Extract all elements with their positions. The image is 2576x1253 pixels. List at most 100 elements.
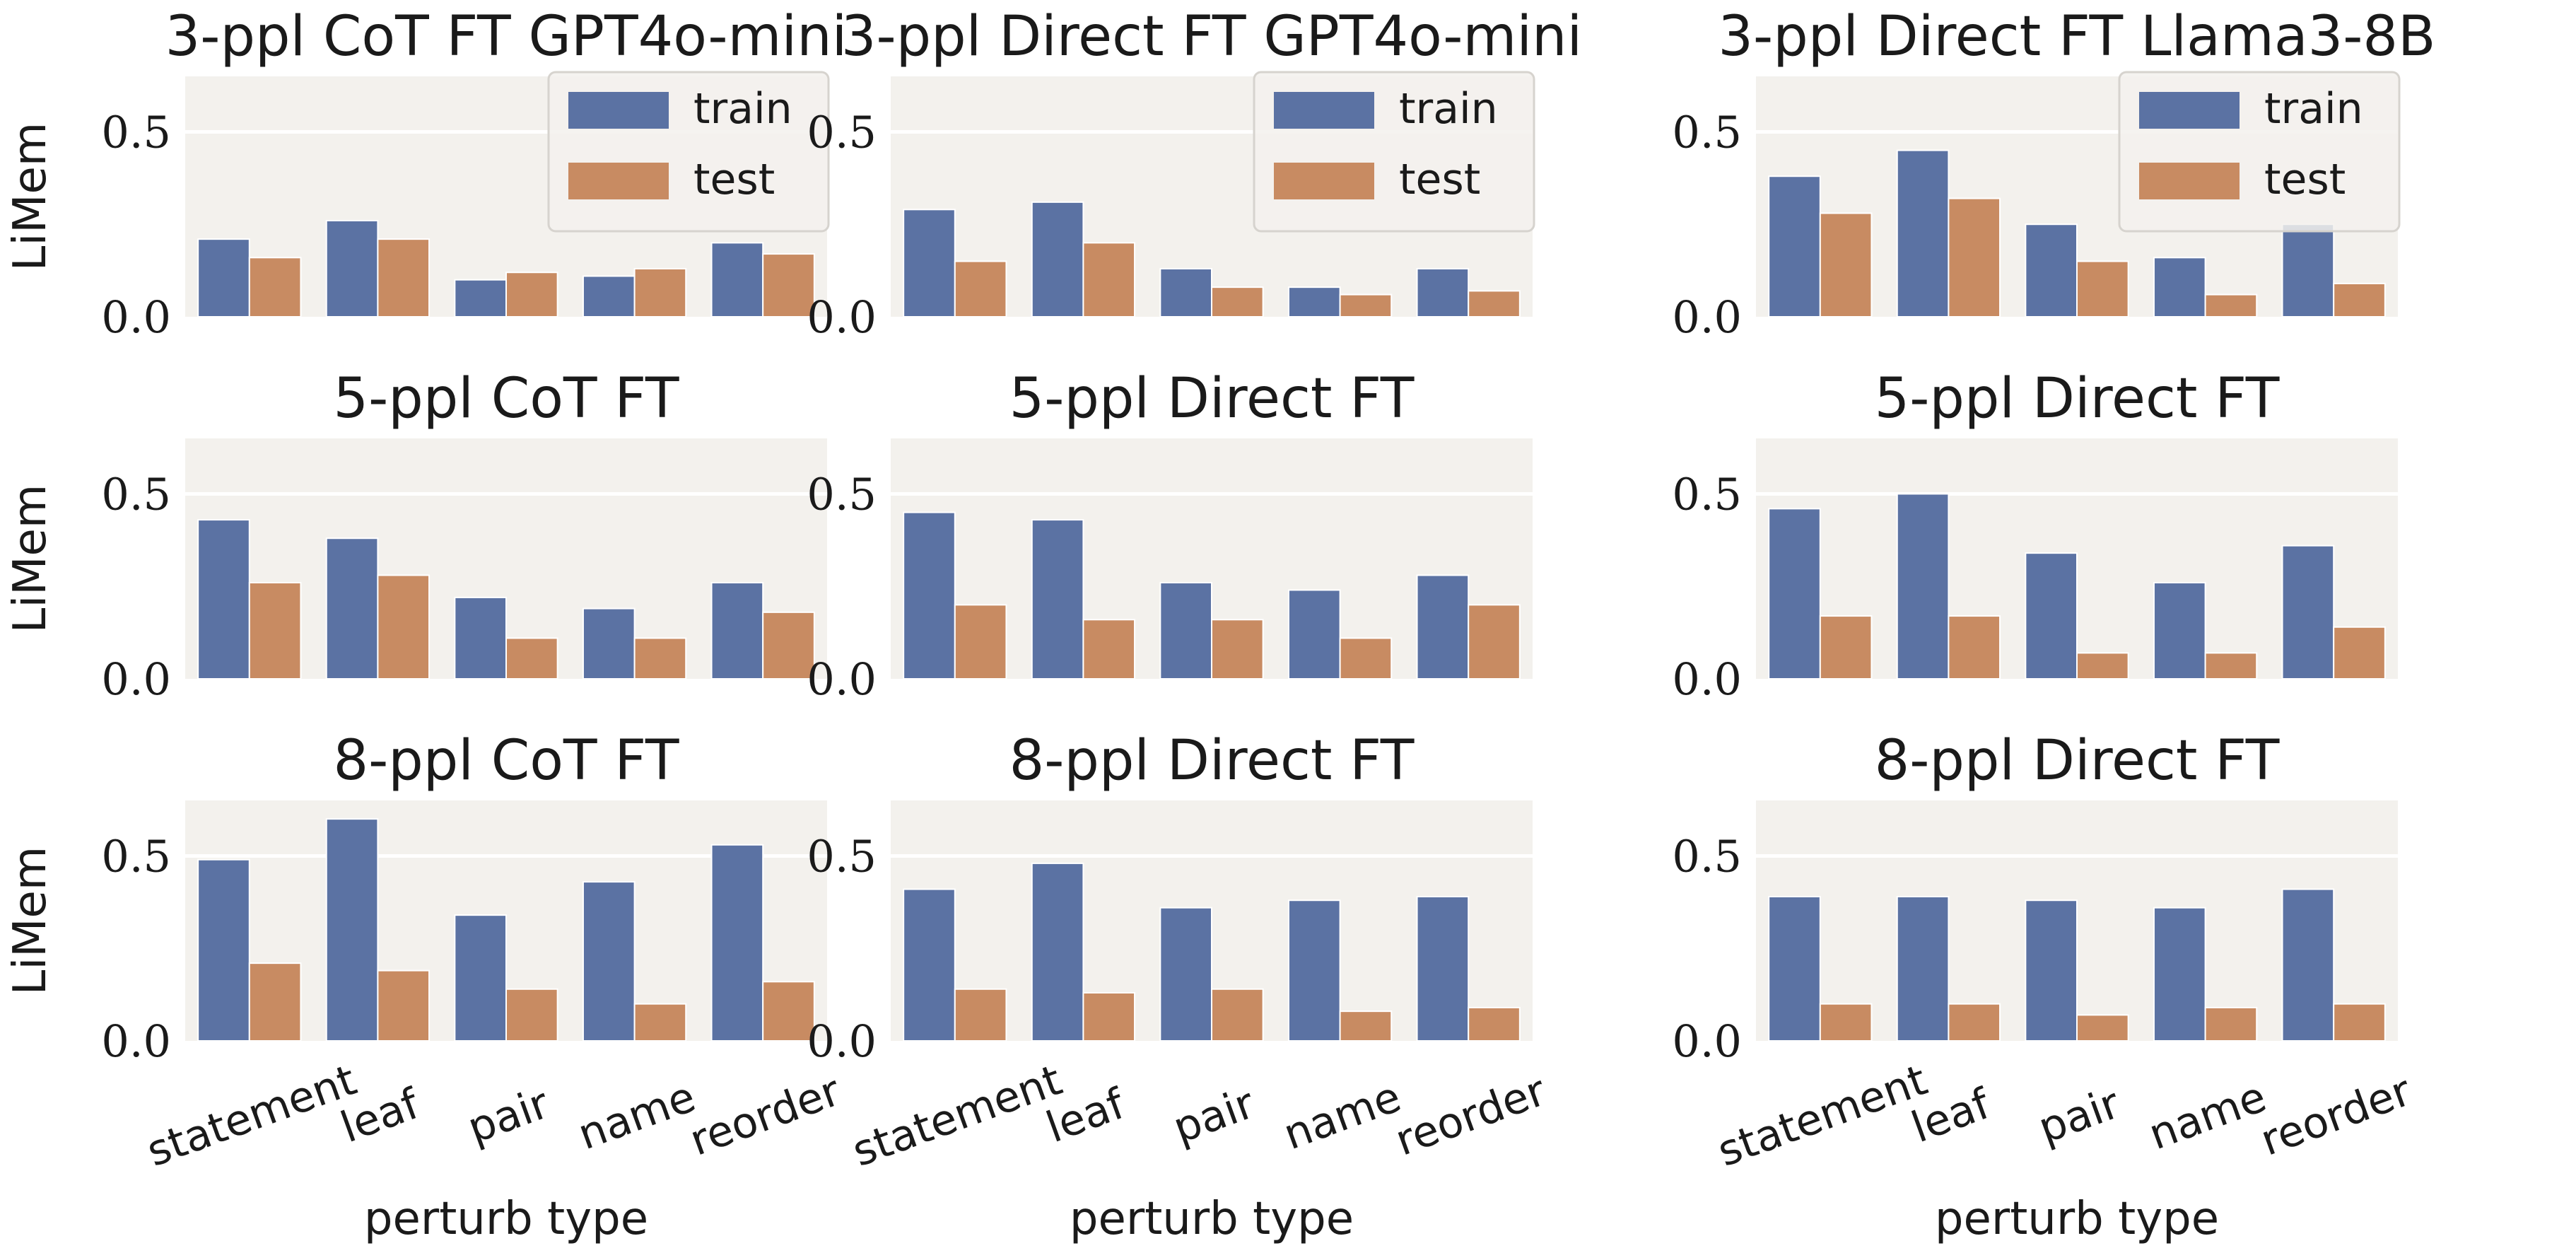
- bar-test-name: [1339, 637, 1393, 680]
- bar-test-leaf: [377, 238, 431, 317]
- legend-label-train: train: [2264, 84, 2363, 134]
- bar-train-reorder: [1416, 896, 1470, 1042]
- bar-train-reorder: [710, 582, 764, 680]
- legend-swatch-train: [2139, 92, 2240, 129]
- bar-train-leaf: [325, 220, 379, 317]
- bar-train-reorder: [710, 844, 764, 1042]
- x-tick-label: name: [1277, 1072, 1407, 1160]
- bar-test-statement: [248, 257, 302, 317]
- bar-train-name: [582, 275, 636, 318]
- bar-train-statement: [903, 209, 956, 317]
- x-tick-label: statement: [1711, 1055, 1933, 1176]
- bar-train-name: [2153, 582, 2206, 680]
- bar-test-name: [2204, 652, 2258, 680]
- x-axis-label: perturb type: [364, 1193, 648, 1245]
- bar-train-name: [2153, 907, 2206, 1042]
- bar-test-leaf: [1948, 1003, 2001, 1042]
- bar-test-statement: [954, 604, 1007, 680]
- bar-test-reorder: [762, 253, 815, 318]
- bar-test-name: [1339, 1010, 1393, 1042]
- bar-train-statement: [903, 888, 956, 1042]
- bar-test-name: [633, 268, 687, 317]
- bar-train-name: [1287, 899, 1341, 1042]
- bar-test-leaf: [1082, 992, 1136, 1042]
- bar-test-pair: [2076, 652, 2129, 680]
- x-tick-label: statement: [846, 1055, 1068, 1176]
- bar-train-name: [1287, 589, 1341, 680]
- bar-test-pair: [2076, 260, 2129, 317]
- bar-train-statement: [197, 238, 250, 317]
- bar-test-statement: [954, 260, 1007, 317]
- x-tick-label: reorder: [2254, 1066, 2418, 1166]
- bar-train-pair: [1159, 582, 1212, 680]
- bar-train-name: [1287, 286, 1341, 317]
- legend-swatch-train: [568, 92, 669, 129]
- bar-test-pair: [2076, 1014, 2129, 1042]
- legend-swatch-test: [2139, 163, 2240, 199]
- x-tick-label: name: [572, 1072, 702, 1160]
- y-tick-label: 0.5: [1672, 830, 1742, 882]
- panel-title: 5-ppl CoT FT: [333, 367, 679, 431]
- y-tick-label: 0.5: [807, 106, 877, 158]
- y-tick-label: 0.0: [101, 1015, 171, 1067]
- y-axis-label: LiMem: [4, 846, 57, 995]
- panel-3: 0.0 0.5 3-ppl Direct FT Llama3-8B train test: [1672, 5, 2435, 343]
- panel-title: 5-ppl Direct FT: [1875, 367, 2280, 431]
- bar-train-pair: [2025, 552, 2078, 680]
- panel-title: 5-ppl Direct FT: [1009, 367, 1415, 431]
- y-tick-label: 0.5: [101, 468, 171, 520]
- bar-test-leaf: [1948, 615, 2001, 680]
- bar-train-leaf: [1896, 896, 1950, 1042]
- bar-test-statement: [248, 962, 302, 1042]
- panel-5: 0.0 0.5 5-ppl Direct FT: [807, 367, 1533, 705]
- bar-train-reorder: [2281, 223, 2335, 317]
- bar-train-leaf: [1896, 493, 1950, 680]
- bar-train-reorder: [710, 242, 764, 317]
- panel-4: 0.0 0.5 5-ppl CoT FT LiMem: [4, 367, 827, 705]
- legend: train test: [2118, 71, 2401, 233]
- bar-test-reorder: [2333, 282, 2386, 317]
- bar-train-pair: [454, 596, 507, 680]
- y-tick-label: 0.5: [101, 830, 171, 882]
- bar-test-pair: [1211, 988, 1264, 1042]
- bar-test-reorder: [2333, 1003, 2386, 1042]
- y-tick-label: 0.0: [807, 291, 877, 343]
- x-tick-label: pair: [2032, 1078, 2126, 1153]
- bar-train-reorder: [1416, 574, 1470, 680]
- bar-train-leaf: [325, 537, 379, 680]
- bar-test-reorder: [1468, 1006, 1521, 1042]
- legend-swatch-test: [1274, 163, 1374, 199]
- y-tick-label: 0.5: [101, 106, 171, 158]
- x-tick-label: reorder: [1389, 1066, 1552, 1166]
- bar-train-statement: [1768, 508, 1821, 680]
- bar-test-pair: [505, 637, 558, 680]
- y-axis-label: LiMem: [4, 484, 57, 633]
- legend: train test: [1253, 71, 1535, 233]
- bar-test-pair: [1211, 619, 1264, 680]
- bar-test-reorder: [2333, 626, 2386, 680]
- x-tick-label: pair: [462, 1078, 556, 1153]
- bar-test-statement: [954, 988, 1007, 1042]
- legend-label-train: train: [693, 84, 792, 134]
- x-axis-label: perturb type: [1070, 1193, 1354, 1245]
- legend-swatch-test: [568, 163, 669, 199]
- bar-train-pair: [454, 279, 507, 318]
- y-tick-label: 0.5: [1672, 106, 1742, 158]
- bar-train-pair: [1159, 907, 1212, 1042]
- y-tick-label: 0.0: [1672, 653, 1742, 705]
- y-axis-label: LiMem: [4, 122, 57, 271]
- bar-test-leaf: [1948, 197, 2001, 317]
- bar-test-leaf: [1082, 242, 1136, 317]
- bar-test-reorder: [1468, 604, 1521, 680]
- bar-train-statement: [1768, 896, 1821, 1042]
- panel-1: 0.00.53-ppl CoT FT GPT4o-miniLiMemtraint…: [4, 5, 847, 343]
- bar-test-pair: [505, 272, 558, 318]
- panel-title: 3-ppl Direct FT GPT4o-mini: [841, 5, 1582, 69]
- bar-train-pair: [454, 914, 507, 1042]
- panel-title: 8-ppl Direct FT: [1875, 729, 2280, 793]
- y-tick-label: 0.0: [1672, 291, 1742, 343]
- bar-test-name: [633, 1003, 687, 1042]
- x-tick-label: name: [2143, 1072, 2273, 1160]
